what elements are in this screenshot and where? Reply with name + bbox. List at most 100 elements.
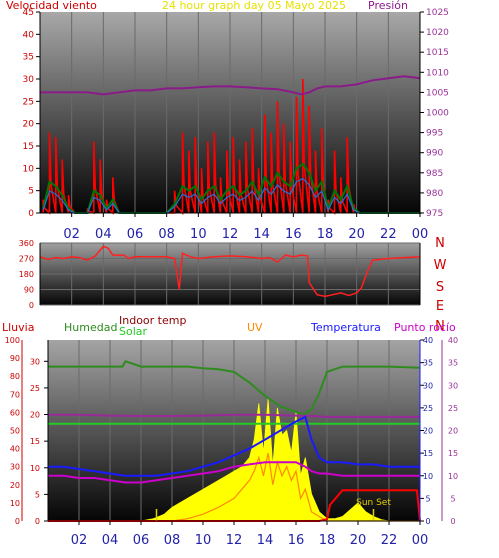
humidity-tick-label: 30 <box>30 357 40 366</box>
x-tick-label: 20 <box>348 227 365 242</box>
wind-average-line <box>42 162 420 214</box>
y-right-tick-label: 990 <box>426 149 443 159</box>
rain-tick-label: 30 <box>10 463 20 472</box>
temp-tick-label: 40 <box>423 336 433 345</box>
chart-title: 24 hour graph day 05 Mayo 2025 <box>162 0 346 12</box>
x-tick-label: 12 <box>222 227 239 242</box>
rain-tick-label: 20 <box>10 481 20 490</box>
humidity-tick-label: 25 <box>30 384 40 393</box>
temp-tick-label: 30 <box>423 381 433 390</box>
rain-tick-label: 60 <box>10 408 20 417</box>
dewpoint-tick-label: 5 <box>450 494 455 503</box>
x-tick-label: 04 <box>95 227 112 242</box>
y-right-tick-label: 995 <box>426 129 443 139</box>
y-right-tick-label: 980 <box>426 189 443 199</box>
rain-tick-label: 10 <box>10 499 20 508</box>
y-tick-label: 45 <box>23 8 34 18</box>
dewpoint-label: Punto rocío <box>394 321 456 334</box>
rain-tick-label: 70 <box>10 390 20 399</box>
compass-label: N <box>435 236 445 251</box>
dewpoint-tick-label: 20 <box>448 427 458 436</box>
humidity-tick-label: 10 <box>30 464 40 473</box>
x-tick-label: 16 <box>288 533 305 548</box>
y-right-tick-label: 1000 <box>426 109 449 119</box>
uv-label: UV <box>247 321 263 334</box>
compass-label: N <box>435 319 445 334</box>
compass-label: W <box>434 258 447 273</box>
x-tick-label: 10 <box>190 227 207 242</box>
wind-grid <box>71 12 421 213</box>
direction-grid <box>40 242 421 306</box>
y-right-tick-label: 1010 <box>426 68 449 78</box>
rain-tick-label: 0 <box>15 517 20 526</box>
dewpoint-tick-label: 30 <box>448 381 458 390</box>
dewpoint-line <box>48 461 420 484</box>
x-tick-label: 22 <box>380 227 397 242</box>
temp-tick-label: 0 <box>425 517 430 526</box>
y-tick-label: 25 <box>23 97 34 107</box>
compass-label: S <box>436 280 444 295</box>
y-right-tick-label: 985 <box>426 169 443 179</box>
x-tick-label: 06 <box>133 533 150 548</box>
wind-speed-label: Velocidad viento <box>6 0 97 12</box>
wind-direction-line <box>39 245 421 298</box>
x-tick-label: 14 <box>257 533 274 548</box>
dewpoint-tick-label: 25 <box>448 404 458 413</box>
rain-label: Lluvia <box>2 321 34 334</box>
dewpoint-tick-label: 35 <box>448 359 458 368</box>
y-right-tick-label: 1020 <box>426 28 449 38</box>
y-tick-label: 15 <box>23 142 34 152</box>
x-tick-label: 14 <box>253 227 270 242</box>
temp-tick-label: 35 <box>423 359 433 368</box>
x-tick-label: 08 <box>164 533 181 548</box>
dewpoint-tick-label: 10 <box>448 472 458 481</box>
temperature-axes: 02 04 06 08 10 12 14 16 18 20 22 000102030405060708… <box>5 336 458 548</box>
x-tick-label: 00 <box>412 533 429 548</box>
temp-tick-label: 20 <box>423 427 433 436</box>
wind-axes: 02 04 06 08 10 12 14 16 18 20 22 000510152025303540… <box>23 8 450 242</box>
dewpoint-tick-label: 40 <box>448 336 458 345</box>
temp-tick-label: 25 <box>423 404 433 413</box>
temp-tick-label: 15 <box>423 449 433 458</box>
temp-tick-label: 10 <box>423 472 433 481</box>
direction-tick-label: 90 <box>24 286 34 295</box>
x-tick-label: 16 <box>285 227 302 242</box>
y-right-tick-label: 975 <box>426 209 443 219</box>
direction-tick-label: 180 <box>19 270 34 279</box>
wind-gust-line <box>42 78 422 216</box>
x-tick-label: 02 <box>71 533 88 548</box>
indoor-temp-label: Indoor temp <box>119 314 186 327</box>
rain-line <box>48 489 421 522</box>
y-tick-label: 30 <box>23 75 35 85</box>
rain-tick-label: 80 <box>10 372 20 381</box>
x-tick-label: 22 <box>381 533 398 548</box>
rain-tick-label: 40 <box>10 445 20 454</box>
direction-series <box>39 245 421 298</box>
humidity-tick-label: 5 <box>35 490 40 499</box>
x-tick-label: 18 <box>317 227 334 242</box>
direction-tick-label: 0 <box>29 301 34 310</box>
x-tick-label: 10 <box>195 533 212 548</box>
humidity-tick-label: 15 <box>30 437 40 446</box>
temperature-label: Temperatura <box>310 321 381 334</box>
humidity-tick-label: 0 <box>35 517 40 526</box>
pressure-line <box>40 75 421 96</box>
dewpoint-tick-label: 15 <box>448 449 458 458</box>
dewpoint-tick-label: 0 <box>450 517 455 526</box>
y-right-tick-label: 1025 <box>426 8 449 18</box>
y-tick-label: 20 <box>23 120 35 130</box>
rain-tick-label: 50 <box>10 427 20 436</box>
uv-line <box>48 452 420 522</box>
wind-series <box>40 75 422 216</box>
x-tick-label: 18 <box>319 533 336 548</box>
y-tick-label: 35 <box>23 53 34 63</box>
pressure-label: Presión <box>368 0 408 12</box>
temp-tick-label: 5 <box>425 494 430 503</box>
rain-tick-label: 100 <box>5 336 20 345</box>
x-tick-label: 00 <box>412 227 429 242</box>
x-tick-label: 02 <box>63 227 80 242</box>
sunset-annotation: Sun Set <box>356 498 391 508</box>
